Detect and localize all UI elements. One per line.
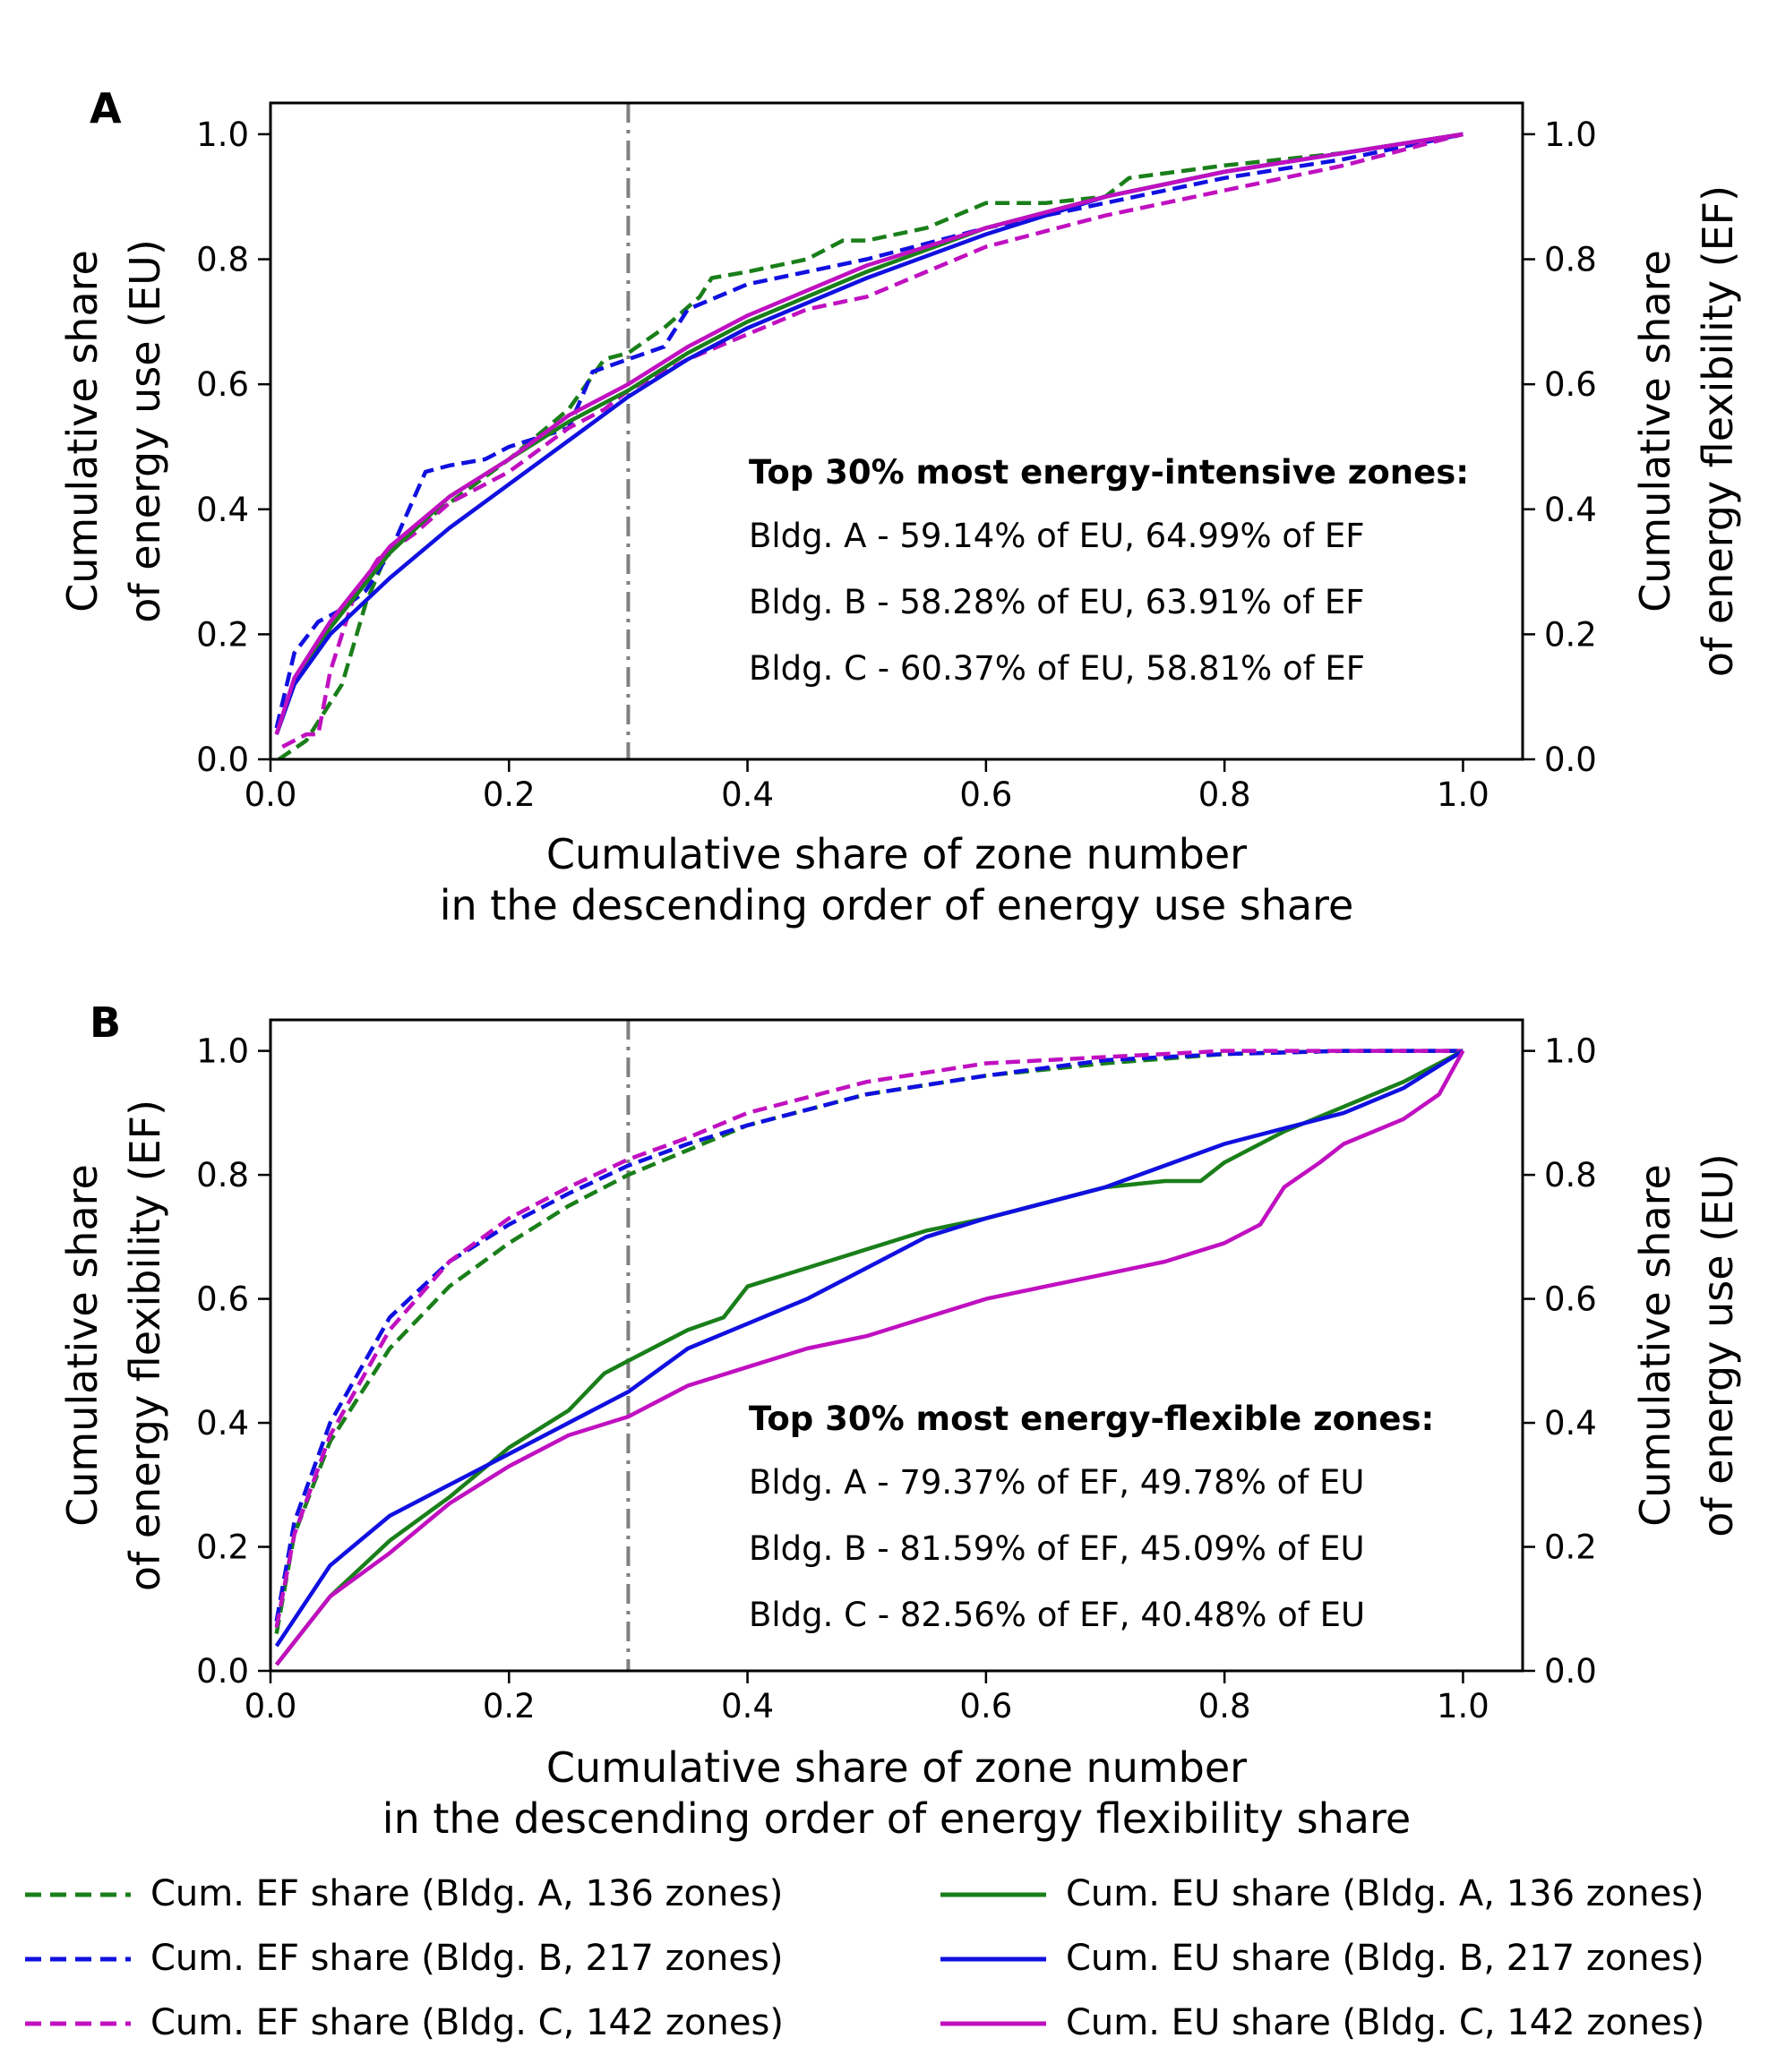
eu-share-line-c [274, 132, 1464, 735]
ef-share-line-b [274, 1049, 1464, 1622]
y-tick-label-left: 0.4 [196, 491, 249, 529]
annotation-title: Top 30% most energy-intensive zones: [749, 453, 1469, 492]
eu-share-line-a [274, 1049, 1464, 1666]
x-tick-label: 0.0 [245, 775, 297, 814]
plot-frame [269, 1018, 1524, 1673]
x-tick-label: 0.6 [959, 1687, 1012, 1725]
x-axis-label: Cumulative share of zone number [546, 830, 1247, 878]
y-tick-label-left: 0.8 [196, 1156, 249, 1194]
y-tick-label-right: 0.0 [1544, 741, 1597, 779]
y-tick-label-right: 0.4 [1544, 1404, 1597, 1443]
x-axis-label: Cumulative share of zone number [546, 1743, 1247, 1792]
y-tick-label-left: 0.2 [196, 1528, 249, 1567]
legend-label: Cum. EU share (Bldg. C, 142 zones) [1066, 2002, 1704, 2043]
ef-share-line-b [274, 132, 1464, 729]
annotation-line: Bldg. A - 79.37% of EF, 49.78% of EU [749, 1463, 1365, 1502]
y-tick-label-right: 0.8 [1544, 241, 1597, 279]
annotation-line: Bldg. A - 59.14% of EU, 64.99% of EF [749, 517, 1365, 555]
y-tick-label-left: 0.6 [196, 1280, 249, 1319]
eu-share-line-a [274, 132, 1464, 735]
annotation-line: Bldg. C - 82.56% of EF, 40.48% of EU [749, 1596, 1365, 1634]
y-tick-label-right: 1.0 [1544, 1032, 1597, 1071]
y-tick-label-left: 1.0 [196, 1032, 249, 1071]
y-axis-label-right: Cumulative share [1631, 250, 1679, 612]
y-tick-label-left: 0.2 [196, 615, 249, 654]
annotation-line: Bldg. C - 60.37% of EU, 58.81% of EF [749, 649, 1365, 688]
legend-label: Cum. EU share (Bldg. B, 217 zones) [1066, 1938, 1704, 1979]
eu-share-line-b [274, 1049, 1464, 1648]
eu-share-line-b [274, 132, 1464, 735]
plot-frame [269, 101, 1524, 761]
annotation-title: Top 30% most energy-flexible zones: [749, 1400, 1434, 1438]
annotation-line: Bldg. B - 81.59% of EF, 45.09% of EU [749, 1529, 1365, 1568]
x-tick-label: 0.6 [959, 775, 1012, 814]
x-tick-label: 0.4 [721, 775, 774, 814]
annotation-line: Bldg. B - 58.28% of EU, 63.91% of EF [749, 583, 1365, 621]
y-axis-label-right: Cumulative share [1631, 1164, 1679, 1527]
legend-label: Cum. EF share (Bldg. A, 136 zones) [150, 1873, 783, 1914]
x-tick-label: 0.2 [483, 775, 536, 814]
y-axis-label-left: Cumulative share [58, 250, 107, 612]
legend-label: Cum. EF share (Bldg. C, 142 zones) [150, 2002, 784, 2043]
y-axis-label-right: of energy flexibility (EF) [1694, 185, 1742, 677]
y-tick-label-right: 0.6 [1544, 365, 1597, 404]
y-axis-label-left: Cumulative share [58, 1164, 107, 1527]
x-axis-label: in the descending order of energy use sh… [440, 881, 1354, 929]
panel-letter: A [90, 84, 122, 133]
legend-label: Cum. EF share (Bldg. B, 217 zones) [150, 1938, 783, 1979]
panel-letter: B [90, 998, 121, 1047]
y-axis-label-right: of energy use (EU) [1694, 1153, 1742, 1537]
y-tick-label-right: 0.4 [1544, 491, 1597, 529]
x-axis-label: in the descending order of energy flexib… [382, 1794, 1411, 1843]
legend-label: Cum. EU share (Bldg. A, 136 zones) [1066, 1873, 1704, 1914]
x-tick-label: 0.4 [721, 1687, 774, 1725]
y-tick-label-left: 0.6 [196, 365, 249, 404]
x-tick-label: 1.0 [1437, 775, 1489, 814]
legend: Cum. EF share (Bldg. A, 136 zones) Cum. E… [25, 1873, 1704, 2043]
ef-share-line-c [281, 132, 1464, 749]
y-tick-label-right: 0.2 [1544, 1528, 1597, 1567]
x-tick-label: 0.0 [245, 1687, 297, 1725]
y-tick-label-left: 1.0 [196, 116, 249, 154]
panel-a: 0.0 0.2 0.4 0.6 0.8 1.00.0 0.00.2 0.20.4 0.40.6 0… [58, 84, 1742, 929]
panel-b: 0.0 0.2 0.4 0.6 0.8 1.00.0 0.00.2 0.20.4 0.40.6 0… [58, 998, 1742, 1843]
x-tick-label: 0.2 [483, 1687, 536, 1725]
y-axis-label-left: of energy flexibility (EF) [121, 1100, 169, 1591]
y-tick-label-right: 0.2 [1544, 615, 1597, 654]
y-tick-label-left: 0.0 [196, 1652, 249, 1691]
eu-share-line-c [274, 1049, 1465, 1666]
y-tick-label-right: 1.0 [1544, 116, 1597, 154]
y-tick-label-left: 0.4 [196, 1404, 249, 1443]
x-tick-label: 0.8 [1198, 1687, 1251, 1725]
y-tick-label-left: 0.0 [196, 741, 249, 779]
y-tick-label-right: 0.6 [1544, 1280, 1597, 1319]
x-tick-label: 0.8 [1198, 775, 1251, 814]
y-tick-label-right: 0.8 [1544, 1156, 1597, 1194]
x-tick-label: 1.0 [1437, 1687, 1489, 1725]
y-axis-label-left: of energy use (EU) [121, 239, 169, 623]
y-tick-label-left: 0.8 [196, 241, 249, 279]
y-tick-label-right: 0.0 [1544, 1652, 1597, 1691]
ef-share-line-c [274, 1049, 1464, 1628]
